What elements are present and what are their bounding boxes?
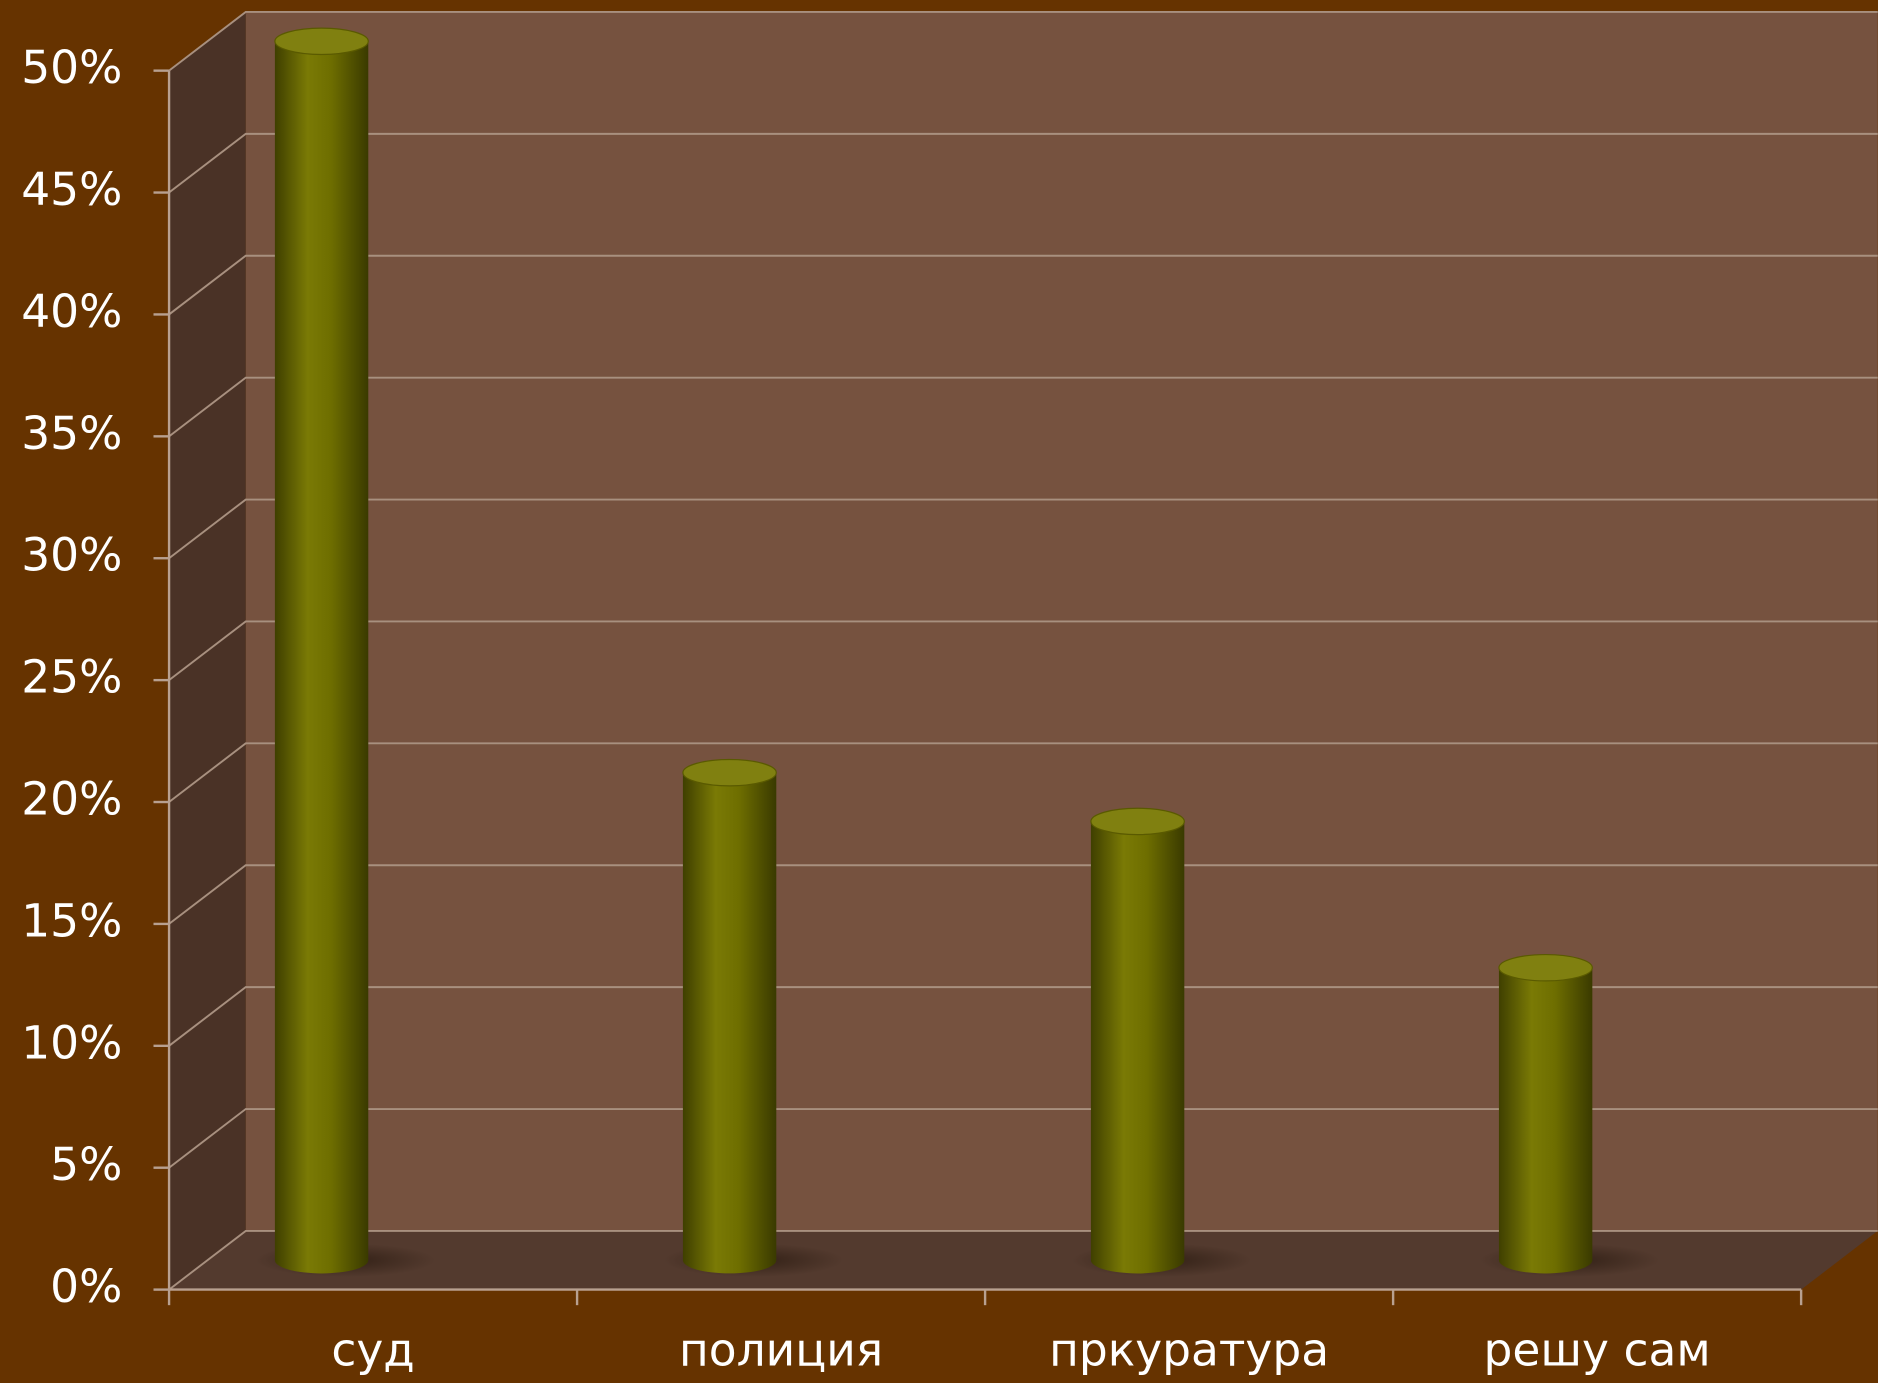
y-tick-label: 45% (21, 163, 122, 216)
bar-top (1090, 807, 1185, 836)
floor (169, 1230, 1878, 1290)
y-tick-label: 40% (21, 285, 122, 338)
y-tick-label: 35% (21, 407, 122, 460)
grid-line (168, 1108, 1878, 1169)
x-tick-label: полиция (679, 1324, 883, 1377)
grid-line (168, 498, 1878, 559)
bar (1090, 821, 1185, 1274)
plot: 0% 5% 10% 15% 20% 25% 30% 35% 40% 45% 50% суд полици… (21, 11, 1878, 1377)
x-tick-label: пркуратура (1049, 1324, 1329, 1377)
y-tick-label: 5% (50, 1138, 122, 1191)
bar (274, 41, 369, 1274)
grid-line (168, 11, 1878, 72)
bar (1498, 967, 1593, 1274)
y-tick-label: 25% (21, 651, 122, 704)
x-tick-label: решу сам (1484, 1324, 1711, 1377)
y-tick-label: 15% (21, 894, 122, 947)
grid-line (168, 132, 1878, 194)
y-tick-label: 0% (50, 1260, 122, 1313)
bar-top (274, 27, 369, 56)
bar-top (682, 758, 777, 787)
y-tick-label: 20% (21, 773, 122, 826)
grid-line (168, 376, 1878, 438)
x-tick-label: суд (331, 1324, 414, 1377)
y-tick-label: 50% (21, 41, 122, 94)
grid-line (168, 742, 1878, 803)
y-tick-label: 30% (21, 529, 122, 582)
y-tick-label: 10% (21, 1016, 122, 1069)
grid-line (168, 1229, 1878, 1291)
grid-line (168, 254, 1878, 316)
bar (682, 772, 777, 1274)
grid-line (168, 864, 1878, 925)
grid-line (168, 986, 1878, 1047)
bar-top (1498, 953, 1593, 982)
grid-line (168, 620, 1878, 681)
